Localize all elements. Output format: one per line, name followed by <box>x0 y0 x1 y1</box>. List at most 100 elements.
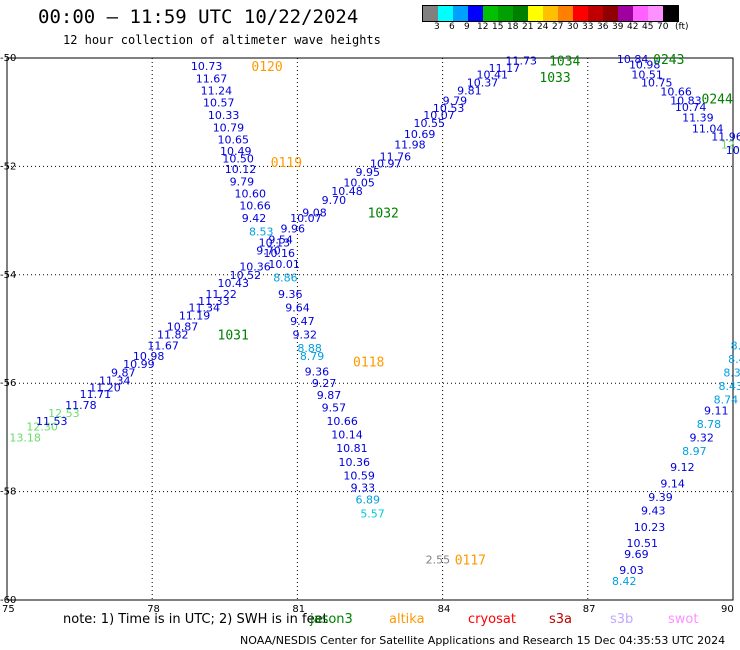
wave-height-value: 8.31 <box>723 366 740 379</box>
color-scale-swatch <box>513 6 528 21</box>
wave-height-value: 10.07 <box>290 212 322 225</box>
color-scale-swatch <box>588 6 603 21</box>
wave-height-value: 8.86 <box>273 272 298 285</box>
wave-height-value: 10.79 <box>213 121 245 134</box>
wave-height-value: 10.75 <box>641 76 673 89</box>
wave-height-value: 10.55 <box>414 117 446 130</box>
color-scale-swatch <box>498 6 513 21</box>
wave-height-value: 10.97 <box>370 158 402 171</box>
wave-height-value: 10.51 <box>631 68 663 81</box>
pass-label: 1033 <box>539 71 570 86</box>
wave-height-value: 11.39 <box>682 112 714 125</box>
wave-height-value: 9.42 <box>242 212 266 225</box>
wave-height-value: 10.84 <box>617 53 649 66</box>
wave-height-value: 9.81 <box>457 85 482 98</box>
color-scale-bar <box>422 5 679 22</box>
color-scale-label: 36 <box>597 22 609 32</box>
color-scale-label: 27 <box>552 22 564 32</box>
wave-height-value: 9.43 <box>641 505 666 518</box>
wave-height-value: 10.36 <box>339 456 371 469</box>
wave-height-value: 8.74 <box>714 393 739 406</box>
color-scale-swatch <box>573 6 588 21</box>
y-tick-label: -56 <box>0 378 16 389</box>
wave-height-value: 9.32 <box>293 328 318 341</box>
pass-label: 0120 <box>251 60 282 75</box>
wave-height-value: 11.53 <box>36 415 68 428</box>
wave-height-value: 10.83 <box>670 94 702 107</box>
x-tick-label: 75 <box>2 604 15 615</box>
wave-height-value: 10.41 <box>476 68 508 81</box>
wave-height-value: 11.96 <box>711 131 740 144</box>
wave-height-value: 9.14 <box>660 477 685 490</box>
wave-height-value: 11.73 <box>506 55 538 68</box>
wave-height-value: 11.20 <box>89 382 121 395</box>
wave-height-value: 10.73 <box>191 60 223 73</box>
wave-height-value: 10.01 <box>268 258 300 271</box>
wave-height-value: 10.53 <box>433 102 465 115</box>
color-scale-label: 45 <box>642 22 654 32</box>
wave-height-value: 11.76 <box>380 151 412 164</box>
wave-height-value: 10.87 <box>167 320 199 333</box>
wave-height-value: 9.69 <box>624 548 649 561</box>
wave-height-value: 11.34 <box>189 301 221 314</box>
x-tick-label: 87 <box>583 604 596 615</box>
wave-height-value: 8.53 <box>249 225 274 238</box>
wave-height-value: 9.11 <box>704 404 729 417</box>
wave-height-value: 10.36 <box>239 261 271 274</box>
color-scale-swatch <box>483 6 498 21</box>
wave-height-value: 12.53 <box>48 407 80 420</box>
wave-height-value: 10.98 <box>133 350 165 363</box>
wave-height-value: 10.52 <box>230 269 262 282</box>
wave-height-value: 10.13 <box>259 236 291 249</box>
wave-height-value: 11.98 <box>394 139 426 152</box>
wave-height-value: 5.57 <box>360 507 385 520</box>
color-scale-swatch <box>648 6 663 21</box>
y-tick-label: -52 <box>0 161 16 172</box>
wave-height-value: 9.87 <box>317 389 342 402</box>
wave-height-value: 9.32 <box>689 431 714 444</box>
wave-height-value: 9.79 <box>230 176 255 189</box>
color-scale-label: 3 <box>434 22 440 32</box>
wave-height-value: 12.77 <box>721 139 740 152</box>
wave-height-value: 10.66 <box>660 86 692 99</box>
x-tick-label: 81 <box>292 604 305 615</box>
wave-height-value: 9.87 <box>111 366 136 379</box>
chart-subtitle: 12 hour collection of altimeter wave hei… <box>63 33 381 47</box>
satellite-legend-jason3: jason3 <box>310 612 353 627</box>
wave-height-value: 10.49 <box>220 145 252 158</box>
x-tick-label: 90 <box>721 604 734 615</box>
wave-height-value: 10.43 <box>218 277 250 290</box>
satellite-legend-cryosat: cryosat <box>468 612 516 627</box>
wave-height-value: 10.16 <box>264 247 296 260</box>
satellite-legend-s3b: s3b <box>610 612 634 627</box>
wave-height-value: 10.51 <box>627 537 659 550</box>
wave-height-value: 10.65 <box>218 133 250 146</box>
wave-height-value: 9.96 <box>280 223 305 236</box>
wave-height-value: 9.36 <box>278 288 303 301</box>
wave-height-value: 10.05 <box>343 177 375 190</box>
wave-height-value: 9.70 <box>322 194 347 207</box>
wave-height-value: 8.43 <box>728 353 740 366</box>
color-scale-swatch <box>528 6 543 21</box>
color-scale-label: 21 <box>522 22 534 32</box>
wave-height-value: 10.98 <box>629 59 661 72</box>
wave-height-value: 2.55 <box>426 553 451 566</box>
wave-height-value: 9.64 <box>285 301 310 314</box>
footer-credit: NOAA/NESDIS Center for Satellite Applica… <box>240 634 726 647</box>
wave-height-value: 9.03 <box>619 564 644 577</box>
wave-height-value: 11.78 <box>65 399 97 412</box>
satellite-legend-swot: swot <box>668 612 699 627</box>
wave-height-value: 10.59 <box>343 469 375 482</box>
wave-height-value: 10.57 <box>203 96 235 109</box>
wave-height-value: 8.36 <box>731 339 740 352</box>
color-scale-label: 39 <box>612 22 624 32</box>
wave-height-value: 8.79 <box>300 350 325 363</box>
wave-height-value: 10.74 <box>675 101 707 114</box>
color-scale-label: 15 <box>492 22 504 32</box>
pass-label: 0244 <box>702 93 733 108</box>
wave-height-value: 11.33 <box>198 295 230 308</box>
x-tick-label: 84 <box>438 604 451 615</box>
wave-height-value: 9.79 <box>443 94 468 107</box>
wave-height-value: 10.48 <box>331 185 363 198</box>
